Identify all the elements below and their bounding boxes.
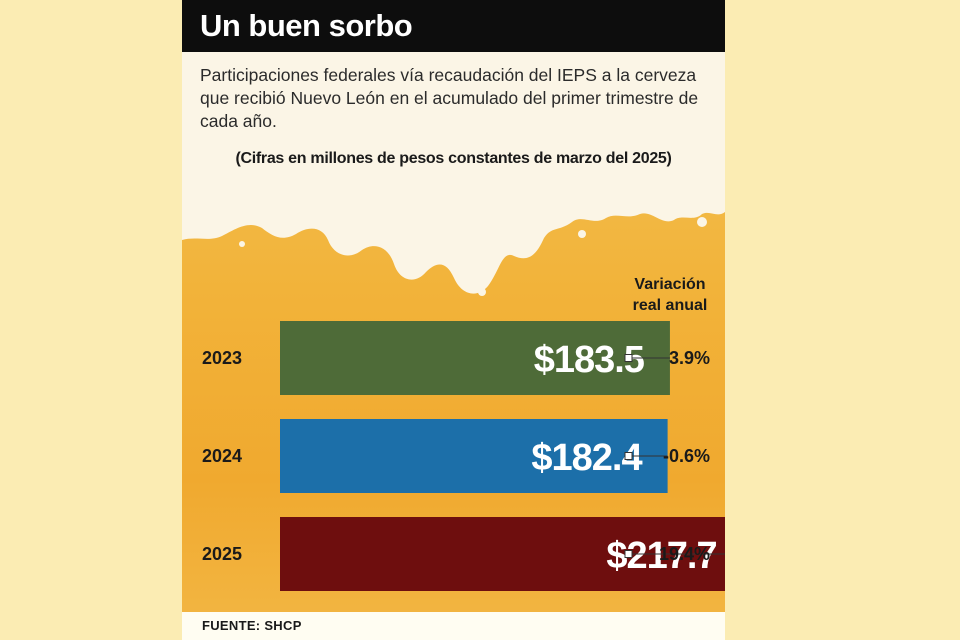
- bar-chart: 2023 $183.5 3.9%2024 $182.4 -0.6%2025 $217.71…: [202, 321, 725, 591]
- category-label-2023: 2023: [202, 348, 242, 368]
- leader-marker-2024: [624, 452, 633, 460]
- variation-label-2023: 3.9%: [669, 348, 710, 368]
- variation-header-line-1: Variación: [634, 276, 706, 293]
- infographic-panel: Un buen sorbo Participaciones federales …: [182, 0, 725, 640]
- category-label-2025: 2025: [202, 544, 242, 564]
- footer: FUENTE: SHCP: [182, 612, 725, 640]
- chart-subtitle: Participaciones federales vía recaudació…: [200, 65, 699, 131]
- chart-title: Un buen sorbo: [200, 8, 413, 43]
- bar-2024: [280, 419, 668, 493]
- units-note: (Cifras en millones de pesos constantes …: [235, 150, 672, 167]
- variation-header-line-2: real anual: [632, 297, 708, 314]
- variation-header: Variación real anual: [620, 274, 720, 316]
- foam-decoration: [182, 0, 725, 296]
- variation-label-2025: 19.4%: [659, 544, 710, 564]
- leader-marker-2023: [624, 354, 633, 362]
- source-note: FUENTE: SHCP: [202, 618, 302, 633]
- bar-2023: [280, 321, 670, 395]
- category-label-2024: 2024: [202, 446, 242, 466]
- variation-label-2024: -0.6%: [663, 446, 710, 466]
- title-bar: Un buen sorbo: [182, 0, 725, 52]
- leader-marker-2025: [624, 550, 633, 558]
